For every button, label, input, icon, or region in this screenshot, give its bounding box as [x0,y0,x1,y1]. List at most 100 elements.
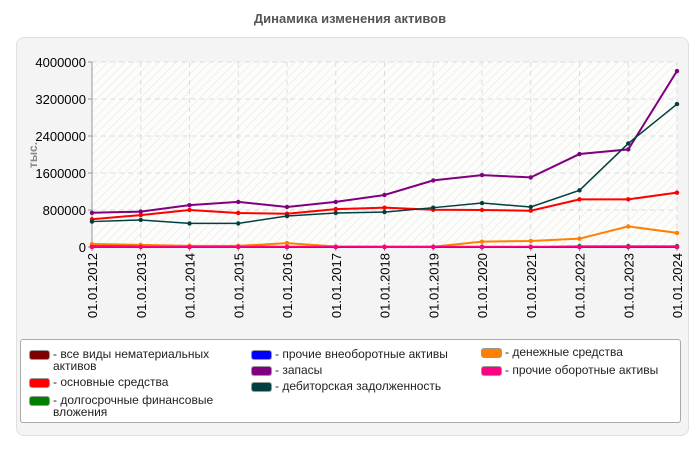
data-point [626,224,631,229]
y-tick-label: 800000 [43,203,86,218]
data-point [236,199,241,205]
legend-swatch [29,396,50,406]
data-point [577,188,582,193]
x-tick-label: 01.01.2013 [134,253,149,318]
data-point [674,230,680,236]
legend-label: - денежные средства [505,345,623,359]
legend-label: - все виды нематериальных активов [53,347,210,373]
data-point [674,244,680,249]
data-point [89,210,95,215]
legend-swatch [251,350,272,360]
legend-item[interactable]: - денежные средства [481,346,700,358]
data-point [333,199,338,205]
x-tick-label: 01.01.2020 [475,253,490,318]
data-point [333,210,338,216]
x-tick-label: 01.01.2022 [573,253,588,318]
data-point [626,244,631,249]
data-point [431,178,436,183]
legend-item[interactable]: - дебиторская задолженность [251,380,471,392]
chart-title: Динамика изменения активов [253,11,447,26]
data-point [528,238,533,244]
legend-label: - дебиторская задолженность [275,379,442,393]
legend-swatch [481,366,502,376]
y-tick-label: 1600000 [35,166,86,181]
data-point [528,244,533,249]
data-point [236,210,241,216]
legend-swatch [251,366,272,376]
data-point [236,221,241,226]
data-point [138,217,143,223]
legend-label: - прочие оборотные активы [505,363,659,377]
y-tick-label: 0 [79,240,86,255]
y-axis-label: тыс. [26,142,40,168]
legend-item[interactable]: - все виды нематериальных активов [29,348,239,372]
legend-swatch [29,350,50,360]
data-point [479,239,485,244]
x-tick-label: 01.01.2024 [670,253,685,318]
data-point [333,244,338,249]
data-point [528,208,533,213]
data-point [577,197,582,202]
data-point [528,204,533,210]
data-point [284,244,290,249]
data-point [674,68,680,74]
data-point [479,244,485,249]
data-point [138,212,143,218]
data-point [479,207,485,213]
data-point [431,205,436,210]
data-point [236,244,241,249]
legend-swatch [481,348,502,358]
data-point [382,192,387,198]
legend: - все виды нематериальных активов - основ… [20,339,681,423]
data-point [577,151,582,157]
legend-label: - запасы [275,363,323,377]
data-point [187,244,192,249]
legend-item[interactable]: - прочие оборотные активы [481,364,700,376]
legend-item[interactable]: - запасы [251,364,471,376]
data-point [674,101,680,107]
data-point [138,209,143,214]
data-point [479,200,485,206]
data-point [577,244,582,249]
x-tick-label: 01.01.2018 [378,253,393,318]
legend-label: - долгосрочные финансовые вложения [53,393,214,419]
data-point [674,190,680,195]
x-tick-label: 01.01.2023 [621,253,636,318]
data-point [626,141,631,146]
data-point [187,202,192,208]
data-point [626,147,631,152]
data-point [382,244,387,249]
data-point [577,236,582,241]
legend-item[interactable]: - прочие внеоборотные активы [251,348,471,360]
x-tick-label: 01.01.2016 [280,253,295,318]
x-tick-label: 01.01.2021 [524,253,539,318]
x-tick-label: 01.01.2015 [231,253,246,318]
data-point [284,204,290,210]
legend-label: - прочие внеоборотные активы [275,347,448,361]
data-point [89,219,95,224]
data-point [89,244,95,249]
data-point [333,206,338,212]
legend-label: - основные средства [53,375,169,389]
x-tick-label: 01.01.2019 [426,253,441,318]
data-point [187,221,192,226]
data-point [138,244,143,249]
y-tick-label: 3200000 [35,92,86,107]
x-tick-label: 01.01.2012 [85,253,100,318]
x-tick-label: 01.01.2014 [183,253,198,318]
data-point [431,244,436,249]
legend-swatch [251,382,272,392]
legend-item[interactable]: - основные средства [29,376,239,388]
data-point [382,209,387,215]
y-tick-label: 2400000 [35,129,86,144]
x-tick-label: 01.01.2017 [329,253,344,318]
data-point [284,240,290,246]
data-point [626,197,631,202]
y-tick-label: 4000000 [35,55,86,70]
data-point [187,207,192,213]
data-point [479,172,485,178]
legend-swatch [29,378,50,388]
data-point [528,175,533,180]
legend-item[interactable]: - долгосрочные финансовые вложения [29,394,239,418]
